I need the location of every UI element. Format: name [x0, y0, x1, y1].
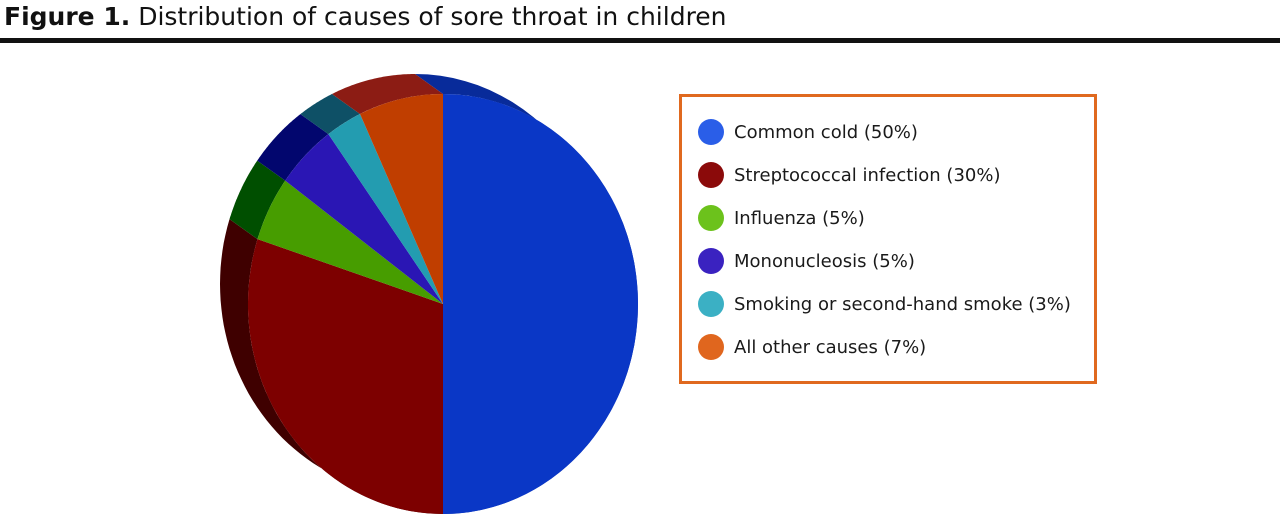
- legend-swatch: [698, 205, 724, 231]
- legend-item-smoking-or-second-hand-smoke: Smoking or second-hand smoke (3%): [698, 289, 1071, 319]
- figure-title-text: Distribution of causes of sore throat in…: [138, 2, 727, 31]
- pie-slice-streptococcal-infection: [247, 239, 443, 514]
- legend-label: Smoking or second-hand smoke (3%): [734, 293, 1071, 315]
- chart-legend: Common cold (50%) Streptococcal infection…: [679, 94, 1097, 384]
- pie-slice-all-other-causes: [360, 94, 443, 304]
- pie-side-smoking-or-second-hand-smoke: [300, 94, 360, 135]
- legend-label: Influenza (5%): [734, 207, 865, 229]
- legend-swatch: [698, 291, 724, 317]
- legend-swatch: [698, 119, 724, 145]
- pie-side-all-other-causes: [332, 74, 443, 114]
- legend-swatch: [698, 162, 724, 188]
- legend-item-mononucleosis: Mononucleosis (5%): [698, 246, 915, 276]
- figure-label: Figure 1.: [4, 2, 131, 31]
- pie-side-influenza: [229, 160, 286, 240]
- figure-title: Figure 1. Distribution of causes of sore…: [4, 0, 727, 38]
- pie-slice-common-cold: [443, 94, 638, 514]
- legend-label: Common cold (50%): [734, 121, 918, 143]
- legend-swatch: [698, 248, 724, 274]
- title-rule: [0, 38, 1280, 43]
- legend-item-streptococcal-infection: Streptococcal infection (30%): [698, 160, 1000, 190]
- pie-side-mononucleosis: [257, 114, 329, 181]
- legend-swatch: [698, 334, 724, 360]
- legend-label: All other causes (7%): [734, 336, 927, 358]
- pie-side-streptococcal-infection: [220, 219, 443, 514]
- legend-item-all-other-causes: All other causes (7%): [698, 332, 926, 362]
- legend-label: Mononucleosis (5%): [734, 250, 915, 272]
- pie-slice-smoking-or-second-hand-smoke: [328, 114, 443, 304]
- pie-slice-influenza: [257, 180, 443, 304]
- legend-item-common-cold: Common cold (50%): [698, 117, 918, 147]
- pie-slice-mononucleosis: [285, 134, 443, 304]
- legend-item-influenza: Influenza (5%): [698, 203, 865, 233]
- legend-label: Streptococcal infection (30%): [734, 164, 1001, 186]
